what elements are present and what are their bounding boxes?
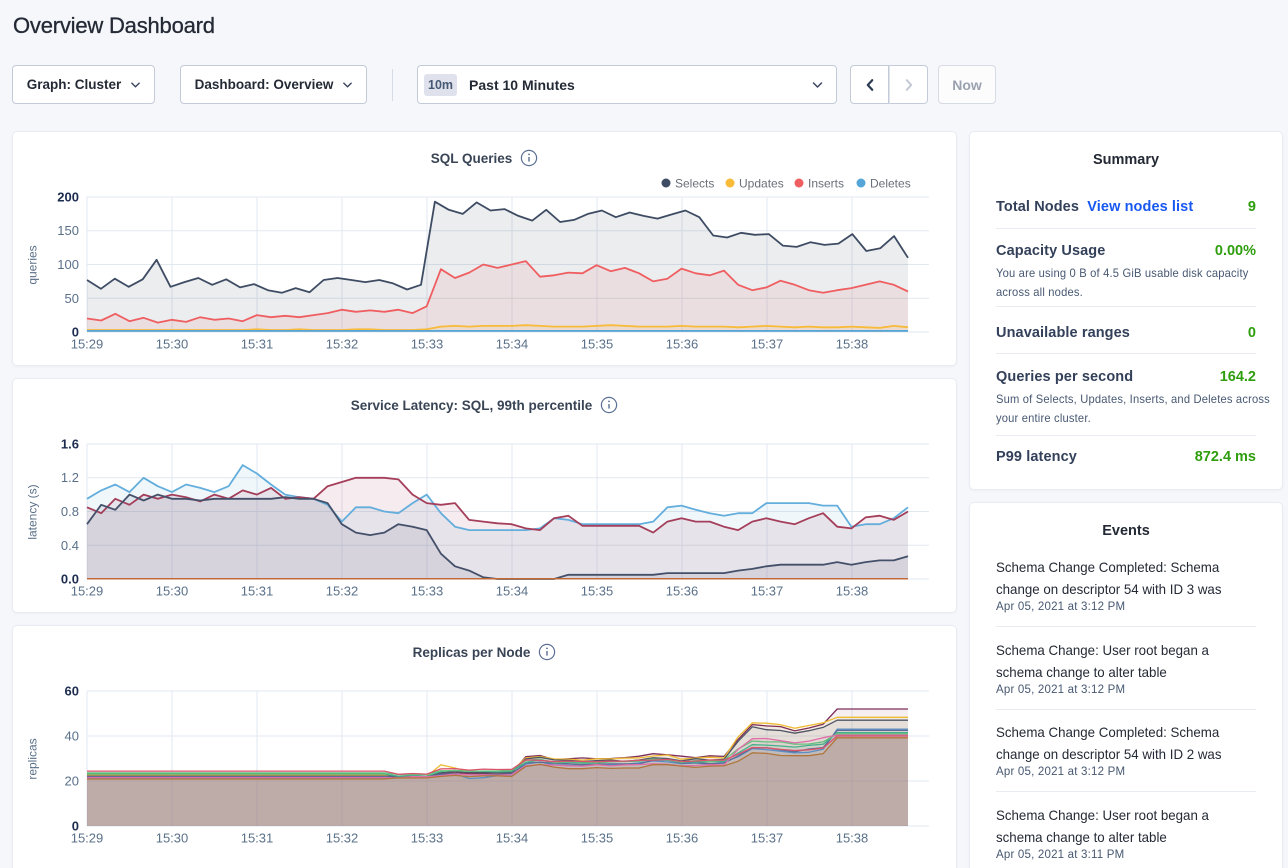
svg-text:15:29: 15:29 [71,337,104,352]
svg-text:15:37: 15:37 [751,584,784,599]
svg-text:0.8: 0.8 [61,504,79,519]
svg-text:15:36: 15:36 [666,831,699,846]
svg-text:15:32: 15:32 [326,337,359,352]
svg-text:15:32: 15:32 [326,831,359,846]
svg-text:0.4: 0.4 [61,538,79,553]
svg-text:Selects: Selects [675,177,714,191]
svg-text:15:35: 15:35 [581,831,614,846]
svg-text:20: 20 [65,774,79,789]
svg-text:1.2: 1.2 [61,470,79,485]
svg-text:40: 40 [65,729,79,744]
svg-text:0: 0 [72,325,79,340]
svg-text:0: 0 [72,819,79,834]
svg-text:15:30: 15:30 [156,584,189,599]
svg-text:15:33: 15:33 [411,831,444,846]
svg-text:15:35: 15:35 [581,337,614,352]
svg-text:100: 100 [57,257,79,272]
svg-text:150: 150 [57,223,79,238]
svg-text:1.6: 1.6 [61,437,79,452]
svg-text:15:30: 15:30 [156,831,189,846]
svg-text:15:35: 15:35 [581,584,614,599]
svg-text:15:33: 15:33 [411,337,444,352]
svg-text:15:29: 15:29 [71,831,104,846]
svg-text:15:38: 15:38 [836,831,869,846]
svg-text:15:34: 15:34 [496,831,529,846]
svg-text:15:29: 15:29 [71,584,104,599]
svg-text:15:34: 15:34 [496,584,529,599]
svg-text:15:31: 15:31 [241,337,274,352]
svg-text:15:32: 15:32 [326,584,359,599]
svg-text:0.0: 0.0 [61,572,79,587]
svg-text:15:30: 15:30 [156,337,189,352]
svg-text:15:36: 15:36 [666,337,699,352]
svg-text:15:37: 15:37 [751,337,784,352]
svg-text:15:31: 15:31 [241,831,274,846]
svg-text:50: 50 [65,291,79,306]
svg-text:200: 200 [57,190,79,205]
svg-text:Updates: Updates [739,177,784,191]
svg-text:15:31: 15:31 [241,584,274,599]
svg-text:15:34: 15:34 [496,337,529,352]
svg-text:Deletes: Deletes [870,177,911,191]
svg-text:15:38: 15:38 [836,584,869,599]
svg-text:15:36: 15:36 [666,584,699,599]
svg-text:15:33: 15:33 [411,584,444,599]
svg-text:60: 60 [65,684,79,699]
svg-text:15:37: 15:37 [751,831,784,846]
svg-text:15:38: 15:38 [836,337,869,352]
svg-text:Inserts: Inserts [808,177,844,191]
